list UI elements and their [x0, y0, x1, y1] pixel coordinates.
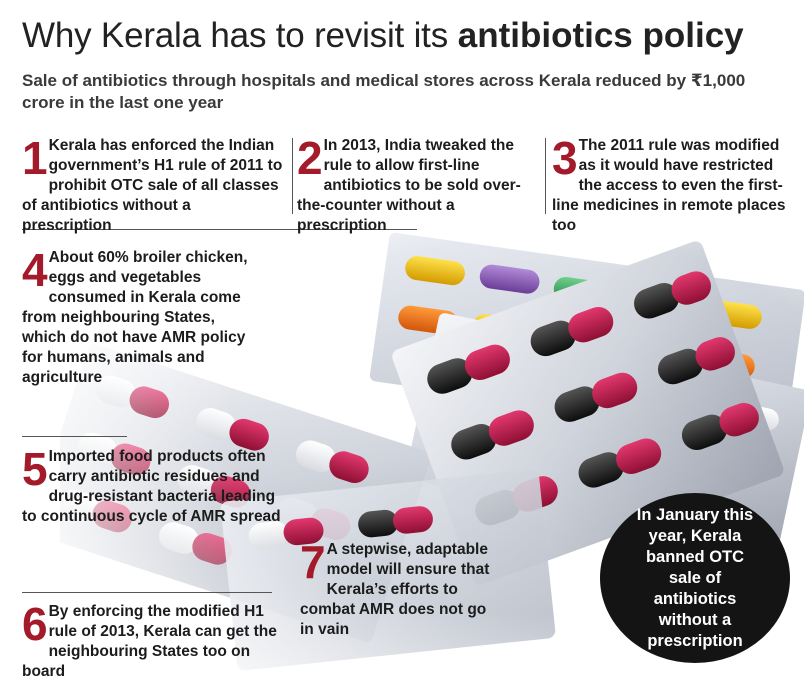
- divider-left-2: [22, 592, 272, 593]
- point-number: 5: [22, 443, 48, 495]
- point-number: 4: [22, 244, 48, 296]
- point-number: 3: [552, 132, 578, 184]
- divider-left-1: [22, 436, 127, 437]
- point-text: Imported food products often carry antib…: [22, 448, 281, 525]
- subtitle: Sale of antibiotics through hospitals an…: [22, 71, 746, 112]
- point-text: In 2013, India tweaked the rule to allow…: [297, 137, 521, 234]
- point-4: 4 About 60% broiler chicken, eggs and veg…: [22, 244, 257, 388]
- divider-v2: [545, 138, 546, 214]
- point-text: By enforcing the modified H1 rule of 201…: [22, 603, 277, 680]
- point-number: 1: [22, 132, 48, 184]
- point-number: 6: [22, 598, 48, 650]
- point-5: 5 Imported food products often carry anti…: [22, 443, 282, 527]
- point-text: A stepwise, adaptable model will ensure …: [300, 541, 490, 638]
- callout-circle: In January this year, Kerala banned OTC …: [600, 493, 790, 663]
- callout-text: In January this year, Kerala banned OTC …: [636, 505, 754, 650]
- headline-plain: Why Kerala has to revisit its: [22, 16, 449, 55]
- point-text: The 2011 rule was modified as it would h…: [552, 137, 786, 234]
- headline: Why Kerala has to revisit its antibiotic…: [22, 14, 792, 58]
- divider-top: [22, 229, 417, 230]
- pills-photo: [60, 222, 804, 673]
- point-number: 2: [297, 132, 323, 184]
- point-2: 2 In 2013, India tweaked the rule to allo…: [297, 132, 537, 236]
- point-3: 3 The 2011 rule was modified as it would …: [552, 132, 796, 236]
- point-number: 7: [300, 536, 326, 588]
- point-1: 1 Kerala has enforced the Indian governme…: [22, 132, 284, 236]
- headline-bold: antibiotics policy: [457, 16, 744, 55]
- divider-v1: [292, 138, 293, 214]
- point-text: Kerala has enforced the Indian governmen…: [22, 137, 283, 234]
- point-text: About 60% broiler chicken, eggs and vege…: [22, 249, 248, 386]
- point-6: 6 By enforcing the modified H1 rule of 20…: [22, 598, 282, 682]
